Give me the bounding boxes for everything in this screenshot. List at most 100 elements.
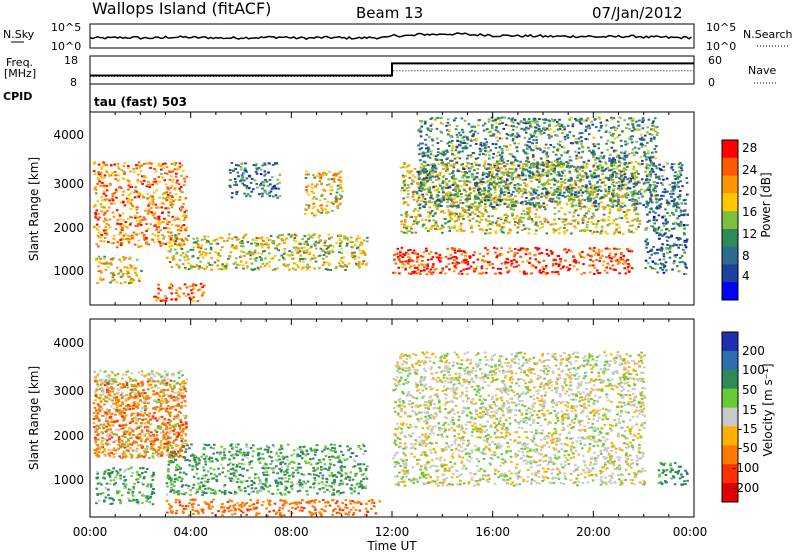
power-cell xyxy=(420,146,424,149)
power-cell xyxy=(97,265,100,268)
power-cell xyxy=(399,254,402,257)
power-cell xyxy=(525,227,529,230)
power-cell xyxy=(566,222,570,225)
power-cell xyxy=(412,270,416,273)
power-cell xyxy=(92,162,96,165)
power-cell xyxy=(96,177,100,180)
power-cell xyxy=(610,160,614,163)
power-cell xyxy=(447,257,450,260)
power-cell xyxy=(593,169,597,172)
power-cell xyxy=(596,186,599,189)
power-cell xyxy=(102,161,105,164)
power-cell xyxy=(206,239,209,242)
power-cell xyxy=(609,199,612,202)
power-cell xyxy=(455,206,459,209)
power-cell xyxy=(315,175,319,178)
power-cell xyxy=(244,167,247,170)
power-cell xyxy=(253,249,257,252)
power-cell xyxy=(472,254,475,257)
power-cell xyxy=(672,222,675,225)
power-cell xyxy=(570,184,574,187)
power-cell xyxy=(527,122,530,125)
power-cell xyxy=(331,250,335,253)
power-cell xyxy=(574,117,577,120)
power-cell xyxy=(570,205,574,208)
power-cell xyxy=(565,251,569,254)
power-cell xyxy=(658,237,661,240)
power-cell xyxy=(303,242,306,245)
power-cell xyxy=(546,174,549,177)
power-cell xyxy=(548,191,552,194)
power-cell xyxy=(451,213,454,216)
power-cell xyxy=(423,154,426,157)
power-cell xyxy=(273,185,276,188)
power-cell xyxy=(246,265,249,268)
power-cell xyxy=(423,168,426,171)
power-cell xyxy=(474,194,477,197)
power-cell xyxy=(533,117,537,120)
power-cell xyxy=(511,205,515,208)
power-cell xyxy=(490,183,493,186)
power-cell xyxy=(442,168,445,170)
power-cell xyxy=(494,147,498,149)
power-cell xyxy=(573,169,577,172)
power-cell xyxy=(652,164,655,167)
power-cell xyxy=(485,128,489,131)
power-cell xyxy=(521,192,525,195)
power-cell xyxy=(649,197,652,200)
power-cell xyxy=(524,131,528,134)
power-cell xyxy=(526,152,529,155)
power-cell xyxy=(599,126,603,129)
power-cell xyxy=(444,272,447,275)
power-cell xyxy=(264,178,267,181)
power-cell xyxy=(260,253,264,256)
power-cell xyxy=(153,167,156,170)
power-cell xyxy=(153,191,156,194)
power-cell xyxy=(410,170,413,173)
power-cell xyxy=(485,267,488,270)
power-cell xyxy=(323,261,326,264)
power-cell xyxy=(678,170,681,173)
power-cell xyxy=(136,224,140,227)
power-cell xyxy=(305,185,308,188)
power-cell xyxy=(180,207,183,210)
power-cell xyxy=(655,167,659,170)
power-cell xyxy=(535,196,539,199)
power-cell xyxy=(544,272,547,274)
power-cell xyxy=(480,272,483,275)
power-cell xyxy=(118,185,122,188)
power-cell xyxy=(465,205,469,208)
power-cell xyxy=(361,263,364,266)
power-cell xyxy=(561,221,565,224)
power-cell xyxy=(661,243,664,246)
power-cell xyxy=(180,164,184,167)
power-cell xyxy=(466,273,469,276)
power-cell xyxy=(592,156,595,159)
power-cell xyxy=(466,196,469,199)
power-cell xyxy=(203,238,207,241)
power-cell xyxy=(607,215,610,218)
power-cell xyxy=(570,179,573,182)
power-cell xyxy=(172,258,176,260)
power-cell xyxy=(129,266,133,269)
power-cell xyxy=(530,136,534,138)
power-cell xyxy=(499,229,503,231)
power-cell xyxy=(111,171,114,174)
power-cell xyxy=(97,178,101,181)
power-cell xyxy=(604,162,608,165)
power-cell xyxy=(253,268,257,271)
power-cell xyxy=(156,296,160,299)
power-cell xyxy=(454,149,458,152)
power-cell xyxy=(619,162,623,165)
power-cell xyxy=(283,242,286,244)
power-cell xyxy=(117,167,121,170)
power-cell xyxy=(416,266,419,269)
power-cell xyxy=(558,202,561,205)
power-cell xyxy=(624,176,627,179)
power-cell xyxy=(610,175,614,178)
power-cell xyxy=(271,163,275,166)
power-cell xyxy=(522,216,525,219)
power-cell xyxy=(320,211,323,214)
power-cell xyxy=(339,235,343,238)
power-cell xyxy=(626,163,629,165)
